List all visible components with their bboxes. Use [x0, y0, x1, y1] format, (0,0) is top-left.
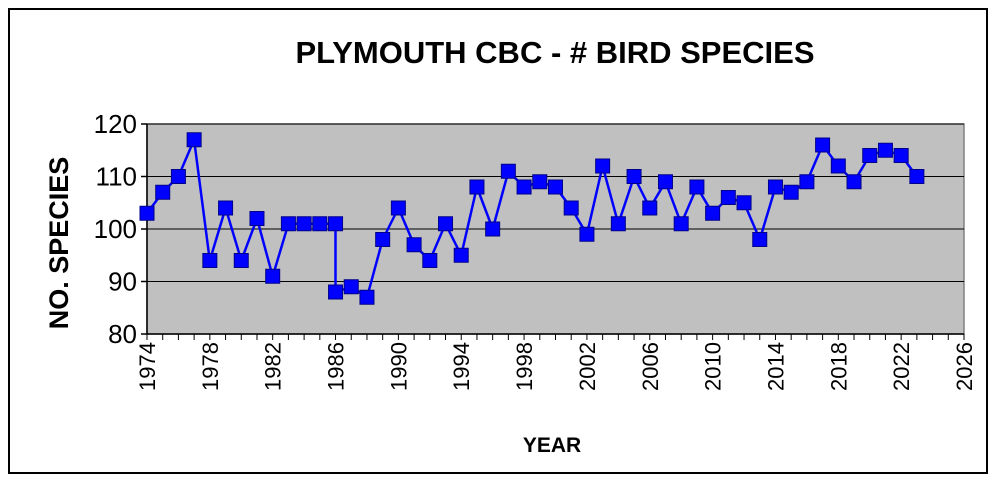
x-tick-label: 2018 [826, 342, 851, 391]
data-point [893, 148, 909, 163]
data-point [673, 216, 689, 232]
data-point [343, 279, 359, 295]
x-axis-ticks: 1974 1978 1982 1986 1990 1994 1998 2002 2006 2010… [135, 334, 977, 391]
x-tick-label: 1986 [324, 342, 349, 391]
data-point [846, 174, 862, 190]
data-point [438, 216, 454, 232]
data-point [328, 284, 344, 300]
data-point [626, 169, 642, 184]
data-point [783, 184, 799, 200]
series-layer [139, 132, 925, 305]
x-tick-label: 2002 [575, 342, 600, 391]
x-tick-label: 1974 [135, 342, 160, 391]
y-axis-title: NO. SPECIES [44, 157, 74, 330]
data-point [139, 205, 155, 221]
data-point [657, 174, 673, 190]
x-tick-label: 2006 [638, 342, 663, 391]
data-point [610, 216, 626, 232]
y-tick-label: 120 [94, 109, 137, 139]
x-axis-title: YEAR [523, 434, 581, 457]
data-point [280, 216, 296, 232]
data-point [595, 158, 611, 174]
chart-title: PLYMOUTH CBC - # BIRD SPECIES [295, 35, 814, 70]
y-axis-ticks: 80 90 100 110 120 [94, 109, 147, 349]
data-point [862, 148, 878, 163]
y-tick-label: 100 [94, 214, 137, 244]
data-point [563, 200, 579, 216]
data-point [375, 232, 391, 247]
data-point [469, 179, 485, 195]
data-point [328, 216, 344, 232]
data-point [500, 163, 516, 179]
x-tick-label: 2022 [889, 342, 914, 391]
data-point [422, 253, 438, 268]
data-point [296, 216, 312, 232]
data-point [877, 142, 893, 158]
data-point [170, 169, 186, 184]
data-point [359, 289, 375, 305]
data-point [705, 205, 721, 221]
data-point [642, 200, 658, 216]
data-point [720, 190, 736, 205]
x-tick-label: 1978 [198, 342, 223, 391]
x-tick-label: 1990 [386, 342, 411, 391]
y-tick-label: 90 [108, 267, 137, 297]
data-point [579, 226, 595, 242]
data-point [736, 195, 752, 211]
data-point [516, 179, 532, 195]
data-point [218, 200, 234, 216]
data-point [406, 237, 422, 253]
data-point [155, 184, 171, 200]
data-point [485, 221, 501, 237]
data-point [233, 253, 249, 268]
x-tick-label: 2014 [763, 342, 788, 391]
data-point [202, 253, 218, 268]
data-point [249, 211, 265, 226]
data-point [909, 169, 925, 184]
data-point [265, 268, 281, 284]
y-tick-label: 110 [96, 162, 137, 192]
data-point [312, 216, 328, 232]
data-point [548, 179, 563, 195]
x-tick-label: 1982 [261, 342, 286, 391]
data-point [390, 200, 406, 216]
y-tick-label: 80 [108, 319, 137, 349]
data-point [186, 132, 202, 148]
data-point [815, 137, 831, 153]
data-point [689, 179, 705, 195]
x-tick-label: 1994 [449, 342, 474, 391]
data-point [453, 247, 469, 263]
data-point [830, 158, 846, 174]
x-tick-label: 2010 [701, 342, 726, 391]
data-point [799, 174, 815, 190]
x-tick-label: 2026 [952, 342, 977, 391]
data-point [752, 232, 768, 247]
data-point [532, 174, 548, 190]
data-point [767, 179, 783, 195]
x-tick-label: 1998 [512, 342, 537, 391]
